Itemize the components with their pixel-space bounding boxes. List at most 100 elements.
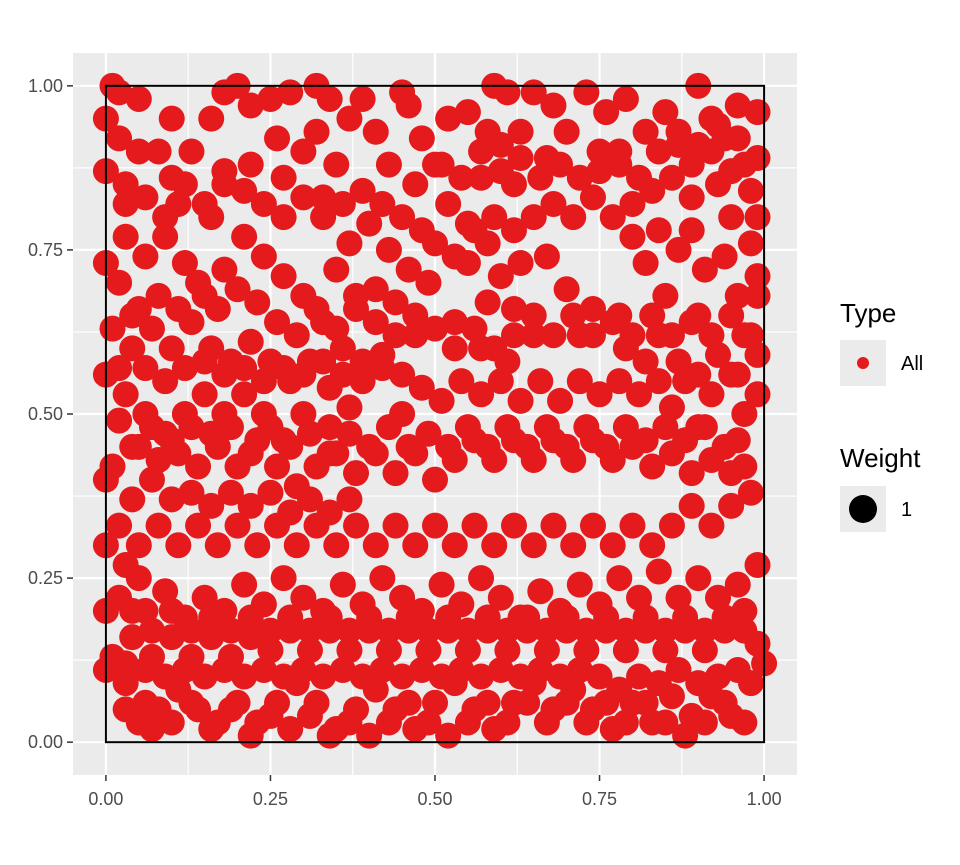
data-point xyxy=(639,302,666,329)
data-point xyxy=(237,440,264,467)
data-point xyxy=(441,309,468,336)
data-point xyxy=(718,204,745,231)
data-point xyxy=(408,656,435,683)
data-point xyxy=(724,571,751,598)
data-point xyxy=(626,164,653,191)
data-point xyxy=(678,492,705,519)
data-point xyxy=(547,151,574,178)
data-point xyxy=(527,656,554,683)
x-tick-label: 0.25 xyxy=(253,789,288,809)
data-point xyxy=(402,302,429,329)
data-point xyxy=(310,348,337,375)
data-point xyxy=(507,250,534,277)
data-point xyxy=(428,151,455,178)
data-point xyxy=(349,85,376,112)
data-point xyxy=(566,656,593,683)
data-point xyxy=(296,486,323,513)
data-point xyxy=(375,709,402,736)
data-point xyxy=(310,204,337,231)
data-point xyxy=(158,427,185,454)
data-point xyxy=(422,512,448,539)
data-point xyxy=(145,446,172,473)
data-point xyxy=(579,184,606,211)
data-point xyxy=(158,105,185,132)
data-point xyxy=(652,99,679,126)
data-point xyxy=(106,407,133,434)
data-point xyxy=(145,138,172,165)
data-point xyxy=(270,204,297,231)
y-tick-label: 1.00 xyxy=(28,76,63,96)
data-point xyxy=(171,656,198,683)
data-point xyxy=(454,617,481,644)
data-point xyxy=(264,309,291,336)
data-point xyxy=(231,571,258,598)
data-point xyxy=(198,105,225,132)
data-point xyxy=(586,158,613,185)
data-point xyxy=(185,269,212,296)
data-point xyxy=(468,138,495,165)
data-point xyxy=(138,414,165,441)
y-tick-label: 0.75 xyxy=(28,240,63,260)
data-point xyxy=(375,637,402,664)
data-point xyxy=(402,532,429,559)
data-point xyxy=(125,85,152,112)
data-point xyxy=(250,190,277,217)
data-point xyxy=(296,420,323,447)
data-point xyxy=(198,716,225,743)
data-point xyxy=(237,624,264,651)
data-point xyxy=(500,217,527,244)
data-point xyxy=(237,92,264,119)
data-point xyxy=(573,617,600,644)
data-point xyxy=(112,381,139,408)
data-point xyxy=(99,453,126,480)
data-point xyxy=(329,190,356,217)
data-point xyxy=(152,578,179,605)
data-point xyxy=(731,597,758,624)
data-point xyxy=(257,702,284,729)
data-point xyxy=(369,565,396,592)
data-point xyxy=(389,204,416,231)
data-point xyxy=(632,348,659,375)
data-point xyxy=(395,433,422,460)
data-point xyxy=(573,709,600,736)
data-point xyxy=(705,663,732,690)
data-point xyxy=(560,302,587,329)
data-point xyxy=(119,302,146,329)
data-point xyxy=(599,204,626,231)
data-point xyxy=(566,368,593,395)
data-point xyxy=(672,427,699,454)
data-point xyxy=(132,355,159,382)
data-point xyxy=(514,604,541,631)
data-point xyxy=(435,433,462,460)
data-point xyxy=(106,269,133,296)
data-point xyxy=(408,217,435,244)
data-point xyxy=(336,486,363,513)
data-point xyxy=(323,532,350,559)
data-point xyxy=(553,433,580,460)
data-point xyxy=(441,532,468,559)
data-point xyxy=(468,381,495,408)
data-point xyxy=(454,709,481,736)
data-point xyxy=(593,433,620,460)
data-point xyxy=(520,204,547,231)
data-point xyxy=(579,295,606,322)
data-point xyxy=(132,243,159,270)
data-point xyxy=(553,689,580,716)
data-point xyxy=(211,361,238,388)
data-point xyxy=(731,401,758,427)
data-point xyxy=(639,532,666,559)
data-point xyxy=(691,637,718,664)
data-point xyxy=(658,164,685,191)
data-point xyxy=(678,151,705,178)
data-point xyxy=(586,663,613,690)
data-point xyxy=(448,368,475,395)
data-point xyxy=(237,492,264,519)
data-point xyxy=(632,604,659,631)
data-point xyxy=(231,177,258,204)
data-point xyxy=(494,79,521,106)
data-point xyxy=(540,322,567,349)
data-point xyxy=(474,689,501,716)
data-point xyxy=(336,637,363,664)
data-point xyxy=(316,440,343,467)
data-point xyxy=(349,368,376,395)
